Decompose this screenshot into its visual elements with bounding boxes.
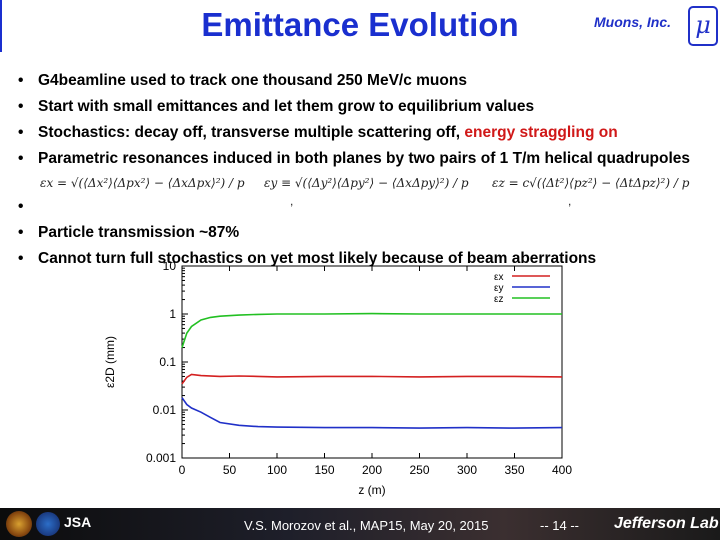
formula-comma: , bbox=[290, 194, 294, 208]
series-line-εy bbox=[181, 397, 563, 429]
x-tick-label: 300 bbox=[457, 463, 477, 477]
footer-bar: JSA V.S. Morozov et al., MAP15, May 20, … bbox=[0, 508, 720, 540]
plot-frame bbox=[181, 265, 563, 459]
bullet-text: Cannot turn full stochastics on yet most… bbox=[38, 250, 597, 267]
bullet-marker: • bbox=[18, 124, 24, 141]
bullet-text: Parametric resonances induced in both pl… bbox=[38, 150, 691, 167]
series-line-εz bbox=[181, 312, 562, 348]
bullet-text: G4beamline used to track one thousand 25… bbox=[38, 72, 467, 89]
page-number: -- 14 -- bbox=[540, 518, 579, 533]
formula-y: εy ≡ √(⟨Δy²⟩⟨Δpy²⟩ − ⟨ΔxΔpy⟩²) / p bbox=[264, 176, 469, 190]
legend-label: εy bbox=[494, 283, 503, 294]
bullet-text-plain: Stochastics: decay off, transverse multi… bbox=[38, 124, 465, 141]
bullet-marker: • bbox=[18, 250, 24, 267]
university-seal-icon bbox=[6, 511, 32, 537]
legend-label: εz bbox=[494, 294, 503, 305]
emittance-formulas: εx = √(⟨Δx²⟩⟨Δpx²⟩ − ⟨ΔxΔpx⟩²) / p , εy … bbox=[40, 176, 700, 208]
bullet-marker: • bbox=[18, 198, 24, 215]
y-tick-label: 1 bbox=[169, 307, 176, 321]
y-tick-label: 10 bbox=[163, 262, 177, 273]
x-tick-label: 200 bbox=[362, 463, 382, 477]
y-tick-label: 0.01 bbox=[153, 403, 177, 417]
formula-z: εz = c√(⟨Δt²⟩⟨pz²⟩ − ⟨ΔtΔpz⟩²) / p bbox=[492, 176, 690, 190]
formula-comma: , bbox=[568, 194, 572, 208]
x-tick-label: 400 bbox=[552, 463, 572, 477]
bullet-marker: • bbox=[18, 224, 24, 241]
bullet-marker: • bbox=[18, 98, 24, 115]
x-tick-label: 250 bbox=[409, 463, 429, 477]
emittance-chart: 0 50 100 150 200 250 300 350 400 10 1 0.1 0.01 0.001 z… bbox=[103, 262, 572, 497]
bullet-text: Stochastics: decay off, transverse multi… bbox=[38, 122, 618, 144]
formula-x: εx = √(⟨Δx²⟩⟨Δpx²⟩ − ⟨ΔxΔpx⟩²) / p bbox=[40, 176, 245, 190]
x-tick-label: 150 bbox=[314, 463, 334, 477]
y-tick-label: 0.1 bbox=[159, 355, 176, 369]
y-axis-label: ε2D (mm) bbox=[103, 336, 117, 388]
y-tick-label: 0.001 bbox=[146, 451, 176, 465]
doe-seal-icon bbox=[36, 512, 60, 536]
brand-name: Muons, Inc. bbox=[594, 14, 671, 30]
footer-citation: V.S. Morozov et al., MAP15, May 20, 2015 bbox=[244, 518, 489, 533]
title-accent-rule bbox=[0, 0, 2, 52]
x-axis-label: z (m) bbox=[358, 483, 385, 497]
bullet-marker: • bbox=[18, 150, 24, 167]
x-tick-label: 350 bbox=[504, 463, 524, 477]
x-tick-label: 50 bbox=[223, 463, 237, 477]
bullet-text: Particle transmission ~87% bbox=[38, 224, 240, 241]
jsa-logo: JSA bbox=[64, 514, 92, 530]
bullet-text-highlight: energy straggling on bbox=[464, 124, 618, 141]
x-tick-label: 0 bbox=[179, 463, 186, 477]
x-tick-label: 100 bbox=[267, 463, 287, 477]
slide-title: Emittance Evolution bbox=[201, 6, 519, 43]
series-line-εx bbox=[181, 373, 563, 385]
muons-logo-icon: μ bbox=[688, 6, 718, 46]
bullet-text: Start with small emittances and let them… bbox=[38, 98, 535, 115]
jefferson-lab-logo: Jefferson Lab bbox=[614, 515, 719, 532]
bullet-marker: • bbox=[18, 72, 24, 89]
legend-label: εx bbox=[494, 272, 503, 283]
